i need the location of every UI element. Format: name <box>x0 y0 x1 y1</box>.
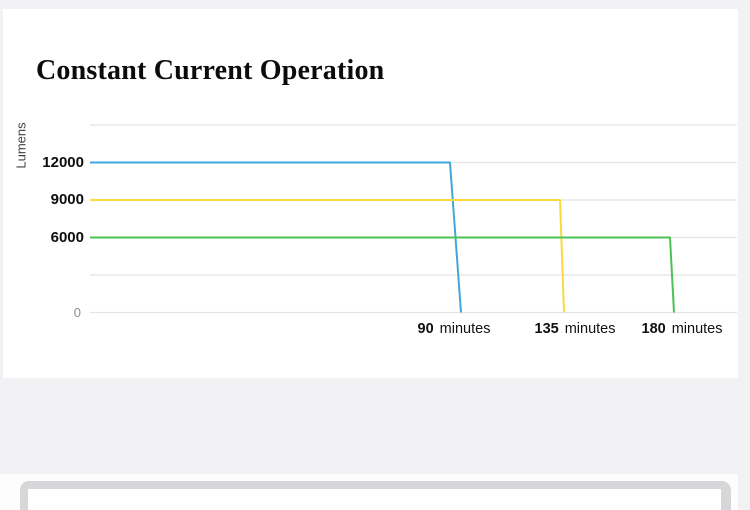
chart-card: Constant Current Operation <box>3 9 738 378</box>
x-tick-number: 135 <box>534 321 559 337</box>
y-tick-label: 6000 <box>50 228 84 246</box>
y-tick-label: 12000 <box>42 153 84 171</box>
x-tick-number: 90 <box>417 321 434 337</box>
x-tick-number: 180 <box>641 321 666 337</box>
y-tick-label: 0 <box>73 304 81 320</box>
lower-page-section <box>0 474 738 510</box>
chart-title: Constant Current Operation <box>36 55 385 86</box>
bottom-content-panel <box>20 481 731 510</box>
x-tick-label: 90 minutes <box>379 321 529 337</box>
x-tick-label: 135 minutes <box>500 321 650 337</box>
series-line <box>90 236 675 313</box>
y-tick-label: 9000 <box>50 191 84 208</box>
x-tick-label: 180 minutes <box>607 321 750 337</box>
series-line <box>90 161 462 313</box>
x-tick-unit: minutes <box>439 321 491 337</box>
x-tick-unit: minutes <box>671 321 723 337</box>
series-line <box>90 199 565 313</box>
x-tick-unit: minutes <box>564 321 616 337</box>
